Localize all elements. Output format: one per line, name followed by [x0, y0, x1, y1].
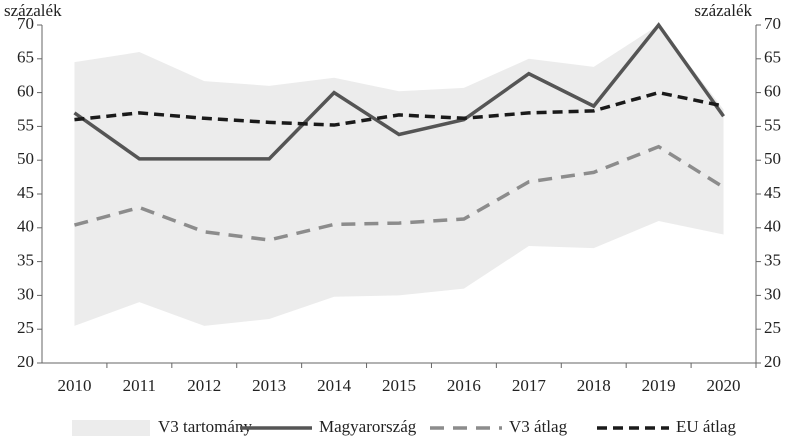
y-tick-label: 65	[17, 48, 34, 67]
x-tick-label: 2016	[447, 376, 481, 395]
y-tick-label: 40	[17, 217, 34, 236]
y-tick-label: 50	[17, 149, 34, 168]
y-tick-label: 70	[17, 14, 34, 33]
y2-tick-label: 20	[764, 352, 781, 371]
y-tick-label: 30	[17, 284, 34, 303]
x-tick-label: 2013	[252, 376, 286, 395]
legend-swatch	[72, 420, 150, 436]
y2-tick-label: 50	[764, 149, 781, 168]
y-tick-label: 60	[17, 82, 34, 101]
y-tick-label: 45	[17, 183, 34, 202]
x-tick-label: 2020	[707, 376, 741, 395]
series-line	[73, 144, 725, 242]
series-line	[73, 22, 725, 161]
y-tick-label: 55	[17, 115, 34, 134]
range-band	[74, 25, 724, 326]
y2-tick-label: 25	[764, 318, 781, 337]
y2-axis-label: százalék	[694, 1, 752, 20]
x-tick-label: 2012	[187, 376, 221, 395]
y2-tick-label: 55	[764, 115, 781, 134]
y2-tick-label: 35	[764, 251, 781, 270]
y2-tick-label: 60	[764, 82, 781, 101]
x-tick-label: 2014	[317, 376, 352, 395]
legend-label: V3 tartomány	[158, 417, 252, 436]
x-tick-label: 2015	[382, 376, 416, 395]
y2-tick-label: 70	[764, 14, 781, 33]
y-tick-label: 20	[17, 352, 34, 371]
x-tick-label: 2019	[642, 376, 676, 395]
x-tick-label: 2018	[577, 376, 611, 395]
legend-label: EU átlag	[676, 417, 736, 436]
legend-label: V3 átlag	[509, 417, 568, 436]
y-tick-label: 35	[17, 251, 34, 270]
series-line	[74, 90, 724, 127]
y-tick-label: 25	[17, 318, 34, 337]
y-axis-label: százalék	[4, 1, 62, 20]
x-tick-label: 2010	[57, 376, 91, 395]
y2-tick-label: 45	[764, 183, 781, 202]
x-tick-label: 2017	[512, 376, 547, 395]
y2-tick-label: 40	[764, 217, 781, 236]
x-tick-label: 2011	[123, 376, 156, 395]
y2-tick-label: 65	[764, 48, 781, 67]
legend-label: Magyarország	[319, 417, 417, 436]
y2-tick-label: 30	[764, 284, 781, 303]
